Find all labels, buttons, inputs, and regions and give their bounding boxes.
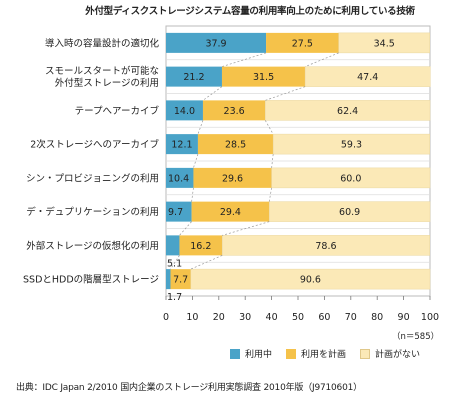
value-label: 1.7 xyxy=(167,292,182,303)
category-label: テープへアーカイブ xyxy=(75,105,160,117)
value-label: 21.2 xyxy=(183,72,204,83)
connector-line xyxy=(265,86,306,101)
bar-segment xyxy=(193,167,272,188)
bar-segment xyxy=(166,269,171,290)
x-tick-label: 50 xyxy=(292,312,304,323)
value-label: 34.5 xyxy=(374,38,395,49)
bar-segment xyxy=(179,235,223,256)
bar-segment xyxy=(166,32,267,53)
value-label: 12.1 xyxy=(171,140,192,151)
category-label: シン・プロビジョニングの利用 xyxy=(26,172,159,184)
connector-line xyxy=(193,154,199,168)
category-label: 外部ストレージの仮想化の利用 xyxy=(26,240,159,252)
connector-line xyxy=(179,221,192,236)
value-label: 10.4 xyxy=(168,173,189,184)
legend-item-planned: 利用を計画 xyxy=(286,347,346,360)
value-label: 29.6 xyxy=(222,173,243,184)
value-label: 29.4 xyxy=(220,207,241,218)
value-label: 5.1 xyxy=(167,258,182,269)
x-tick-label: 10 xyxy=(186,312,198,323)
bar-segment xyxy=(166,134,198,155)
chart-title: 外付型ディスクストレージシステム容量の利用率向上のために利用している技術 xyxy=(85,6,415,17)
value-label: 90.6 xyxy=(300,275,321,286)
bar-segment xyxy=(166,201,192,222)
x-tick-label: 30 xyxy=(239,312,251,323)
value-label: 47.4 xyxy=(357,72,378,83)
x-tick-label: 60 xyxy=(318,312,330,323)
x-tick-label: 70 xyxy=(345,312,357,323)
category-label: SSDとHDDの階層型ストレージ xyxy=(23,275,159,286)
value-label: 14.0 xyxy=(174,106,195,117)
value-label: 78.6 xyxy=(315,241,336,252)
connector-line xyxy=(190,255,223,270)
bar-segment xyxy=(271,167,431,189)
legend-item-in-use: 利用中 xyxy=(230,347,272,360)
x-tick-label: 90 xyxy=(398,312,410,323)
value-label: 16.2 xyxy=(190,241,211,252)
value-label: 23.6 xyxy=(224,106,245,117)
bar-segment xyxy=(221,66,306,87)
category-label: スモールスタートが可能な xyxy=(45,65,159,77)
category-label: 2次ストレージへのアーカイブ xyxy=(30,139,159,151)
bar-segment xyxy=(304,66,431,87)
bar-segment xyxy=(190,268,431,290)
bar-segment xyxy=(166,66,222,87)
connector-line xyxy=(222,221,270,236)
category-label: 導入時の容量設計の適切化 xyxy=(45,37,160,49)
x-tick-label: 20 xyxy=(213,312,225,323)
bar-segment xyxy=(202,100,266,121)
source-note: 出典：IDC Japan 2/2010 国内企業のストレージ利用実態調査 201… xyxy=(16,383,362,393)
value-label: 59.3 xyxy=(341,140,362,151)
category-label: 外付型ストレージの利用 xyxy=(55,77,159,89)
value-label: 9.7 xyxy=(168,207,183,218)
connector-line xyxy=(170,255,180,270)
bar-segment xyxy=(272,133,430,155)
bar-segment xyxy=(338,32,430,54)
value-label: 31.5 xyxy=(253,72,274,83)
bar-segment xyxy=(166,100,203,121)
bar-segment xyxy=(266,32,339,53)
bar-segment xyxy=(221,235,430,256)
x-tick-label: 80 xyxy=(371,312,383,323)
legend-swatch-no-plan xyxy=(360,348,371,359)
x-tick-label: 40 xyxy=(266,312,278,323)
value-label: 7.7 xyxy=(173,275,188,286)
legend: 利用中 利用を計画 計画がない xyxy=(230,347,434,360)
value-label: 37.9 xyxy=(205,38,226,49)
legend-label-planned: 利用を計画 xyxy=(301,350,347,360)
legend-label-in-use: 利用中 xyxy=(245,350,273,360)
value-label: 60.0 xyxy=(340,173,361,184)
bar-segment xyxy=(166,235,180,256)
bar-segment xyxy=(166,167,194,188)
x-tick-label: 100 xyxy=(421,312,439,323)
bar-segment xyxy=(265,100,431,121)
legend-label-no-plan: 計画がない xyxy=(375,350,421,360)
value-label: 62.4 xyxy=(337,106,358,117)
bar-segment xyxy=(268,201,431,222)
value-label: 28.5 xyxy=(225,140,246,151)
bar-segment xyxy=(197,134,274,155)
category-label: デ・デュプリケーションの利用 xyxy=(26,206,159,218)
value-label: 27.5 xyxy=(292,38,313,49)
x-tick-label: 0 xyxy=(163,312,169,323)
value-label: 60.9 xyxy=(339,207,360,218)
bar-segment xyxy=(191,201,270,222)
connector-line xyxy=(264,120,274,135)
bar-segment xyxy=(170,269,191,290)
connector-line xyxy=(197,120,204,135)
legend-swatch-in-use xyxy=(230,348,240,359)
legend-swatch-planned xyxy=(286,348,297,359)
legend-item-no-plan: 計画がない xyxy=(360,347,420,360)
sample-size-label: （n＝585） xyxy=(392,332,440,342)
